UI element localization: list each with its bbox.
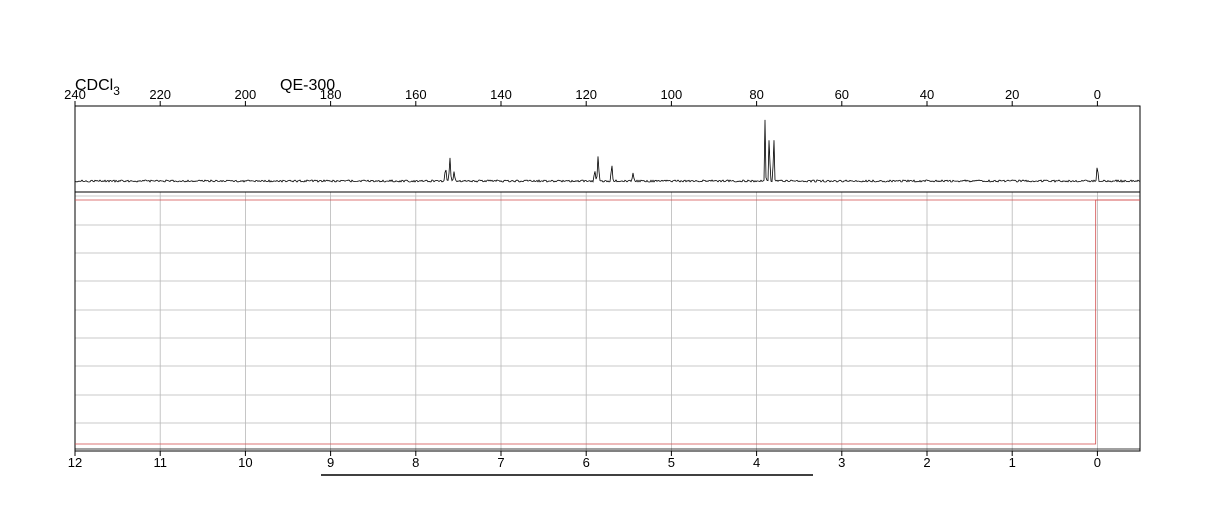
top-axis-label: 220 <box>149 87 171 102</box>
bottom-axis-label: 2 <box>923 455 930 470</box>
bottom-axis-label: 7 <box>497 455 504 470</box>
top-axis-label: 40 <box>920 87 934 102</box>
top-axis-label: 0 <box>1094 87 1101 102</box>
instrument-label: QE-300 <box>280 77 335 94</box>
top-axis-label: 100 <box>661 87 683 102</box>
bottom-axis-label: 12 <box>68 455 82 470</box>
c13-spectrum-trace <box>75 120 1140 182</box>
top-panel-frame <box>75 106 1140 192</box>
top-axis-label: 80 <box>749 87 763 102</box>
bottom-axis-label: 4 <box>753 455 760 470</box>
nmr-spectrum-canvas: 240220200180160140120100806040200CDCl3QE… <box>0 0 1224 528</box>
bottom-axis-label: 10 <box>238 455 252 470</box>
bottom-axis-label: 9 <box>327 455 334 470</box>
bottom-axis-label: 3 <box>838 455 845 470</box>
top-axis-label: 200 <box>235 87 257 102</box>
top-axis-label: 20 <box>1005 87 1019 102</box>
bottom-axis-label: 0 <box>1094 455 1101 470</box>
bottom-axis-label: 1 <box>1009 455 1016 470</box>
h1-red-integral <box>75 200 1140 444</box>
bottom-panel-frame <box>75 192 1140 451</box>
bottom-axis-label: 8 <box>412 455 419 470</box>
top-axis-label: 140 <box>490 87 512 102</box>
bottom-axis-label: 6 <box>583 455 590 470</box>
nmr-svg: 240220200180160140120100806040200CDCl3QE… <box>0 0 1224 528</box>
bottom-axis-label: 11 <box>153 455 167 470</box>
top-axis-label: 60 <box>835 87 849 102</box>
bottom-axis-label: 5 <box>668 455 675 470</box>
top-axis-label: 120 <box>575 87 597 102</box>
top-axis-label: 160 <box>405 87 427 102</box>
